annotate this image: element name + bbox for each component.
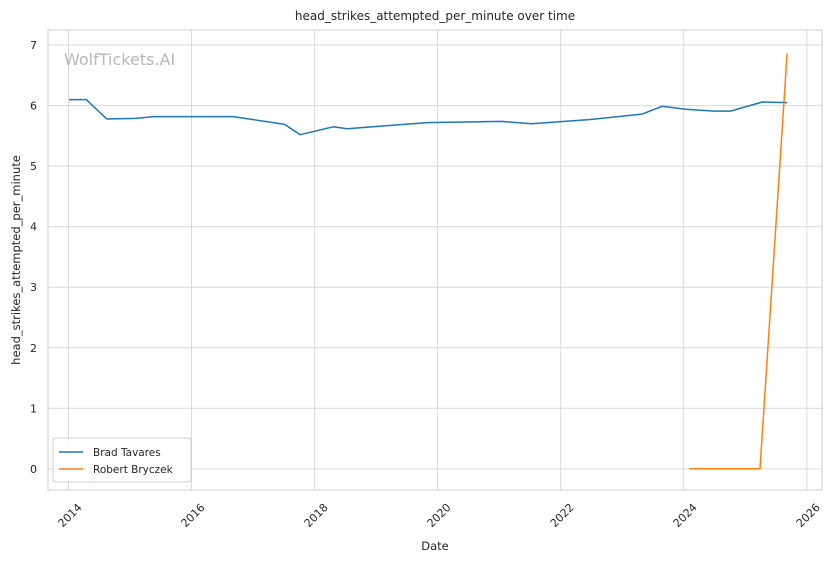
y-tick-label: 7 bbox=[30, 39, 37, 52]
plot-frame bbox=[47, 29, 823, 491]
y-tick-label: 2 bbox=[30, 342, 37, 355]
legend: Brad Tavares Robert Bryczek bbox=[52, 437, 192, 483]
legend-label-robert-bryczek: Robert Bryczek bbox=[93, 464, 174, 476]
y-tick-label: 3 bbox=[30, 281, 37, 294]
x-axis-label: Date bbox=[421, 539, 449, 553]
series-line-brad-tavares bbox=[69, 98, 788, 136]
watermark: WolfTickets.AI bbox=[64, 50, 175, 69]
y-tick-label: 0 bbox=[30, 463, 37, 476]
y-tick-labels: 0 1 2 3 4 5 6 7 bbox=[30, 39, 37, 476]
y-axis-label: head_strikes_attempted_per_minute bbox=[9, 155, 23, 365]
y-tick-label: 5 bbox=[30, 160, 37, 173]
y-tick-label: 4 bbox=[30, 221, 37, 234]
legend-box bbox=[52, 437, 192, 483]
y-tick-label: 1 bbox=[30, 402, 37, 415]
y-tick-label: 6 bbox=[30, 100, 37, 113]
series-line-robert-bryczek bbox=[689, 53, 788, 470]
chart-title: head_strikes_attempted_per_minute over t… bbox=[295, 9, 575, 23]
plot-area bbox=[48, 30, 822, 490]
legend-label-brad-tavares: Brad Tavares bbox=[93, 447, 161, 459]
series-group bbox=[69, 53, 788, 470]
